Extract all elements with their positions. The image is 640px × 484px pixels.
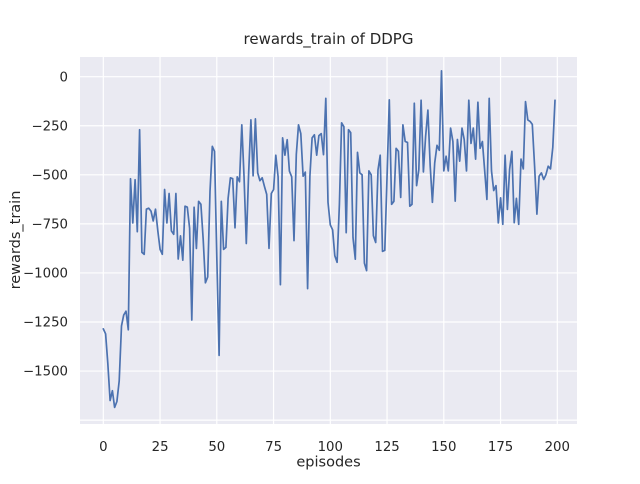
plot-area <box>80 57 577 424</box>
y-tick-label: 0 <box>60 70 68 85</box>
x-tick-label: 50 <box>208 440 225 455</box>
x-tick-label: 200 <box>545 440 570 455</box>
x-tick-label: 0 <box>99 440 107 455</box>
x-axis-label: episodes <box>296 455 360 471</box>
rewards-train-line <box>102 69 556 409</box>
x-tick-label: 75 <box>265 440 282 455</box>
y-tick-label: −1250 <box>23 316 68 331</box>
x-tick-labels: 0 25 50 75 100 125 150 175 200 <box>99 440 570 455</box>
x-tick-label: 175 <box>488 440 513 455</box>
x-tick-label: 100 <box>318 440 343 455</box>
y-axis-label: rewards_train <box>8 191 24 290</box>
y-tick-label: −1500 <box>23 365 68 380</box>
y-tick-label: −750 <box>31 218 68 233</box>
chart-title: rewards_train of DDPG <box>244 30 414 49</box>
x-tick-label: 150 <box>431 440 456 455</box>
y-tick-label: −250 <box>31 119 68 134</box>
gridlines <box>80 57 577 424</box>
x-tick-label: 25 <box>152 440 169 455</box>
x-tick-label: 125 <box>374 440 399 455</box>
y-tick-labels: 0 −250 −500 −750 −1000 −1250 −1500 <box>23 70 68 379</box>
y-tick-label: −500 <box>31 168 68 183</box>
y-tick-label: −1000 <box>23 267 68 282</box>
